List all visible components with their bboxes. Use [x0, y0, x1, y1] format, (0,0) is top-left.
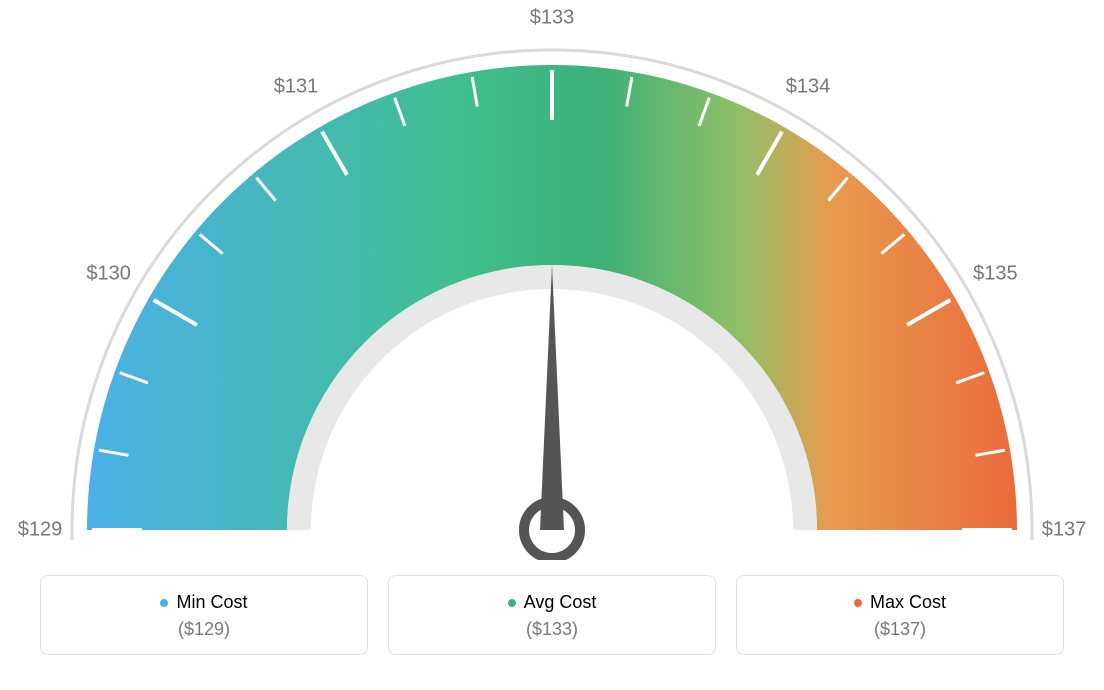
gauge-tick-label: $130	[86, 263, 131, 286]
dot-icon	[508, 599, 516, 607]
legend-title-max: Max Cost	[854, 592, 946, 613]
legend-label-max: Max Cost	[870, 592, 946, 613]
legend-value-max: ($137)	[747, 619, 1053, 640]
legend-label-avg: Avg Cost	[524, 592, 597, 613]
gauge-tick-label: $133	[530, 7, 575, 30]
gauge-chart-wrap: $129 $130 $131 $133 $134 $135 $137 Min Cost ($…	[0, 0, 1104, 690]
gauge-area: $129 $130 $131 $133 $134 $135 $137	[0, 0, 1104, 560]
gauge-tick-label: $129	[18, 519, 63, 542]
dot-icon	[160, 599, 168, 607]
legend-card-max: Max Cost ($137)	[736, 575, 1064, 655]
gauge-svg	[0, 0, 1104, 560]
gauge-tick-label: $134	[786, 75, 831, 98]
legend-card-min: Min Cost ($129)	[40, 575, 368, 655]
gauge-tick-label: $137	[1042, 519, 1087, 542]
legend-title-avg: Avg Cost	[508, 592, 597, 613]
dot-icon	[854, 599, 862, 607]
legend-title-min: Min Cost	[160, 592, 247, 613]
legend-label-min: Min Cost	[176, 592, 247, 613]
legend-row: Min Cost ($129) Avg Cost ($133) Max Cost…	[40, 575, 1064, 655]
gauge-tick-label: $135	[973, 263, 1018, 286]
legend-value-min: ($129)	[51, 619, 357, 640]
legend-value-avg: ($133)	[399, 619, 705, 640]
gauge-tick-label: $131	[274, 75, 319, 98]
legend-card-avg: Avg Cost ($133)	[388, 575, 716, 655]
